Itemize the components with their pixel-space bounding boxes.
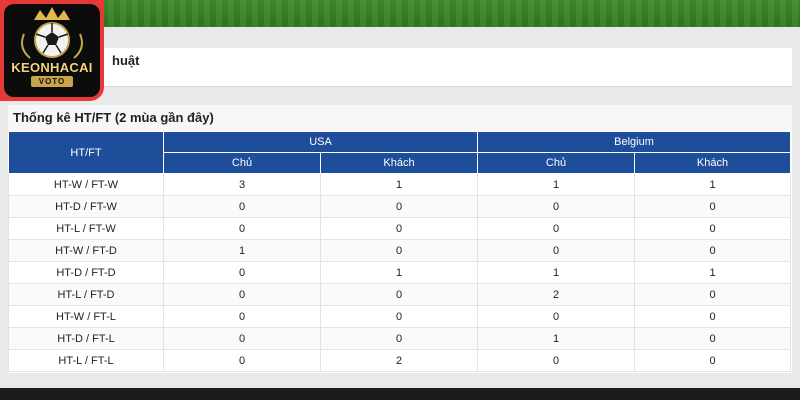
table-cell: 1 <box>477 327 635 350</box>
row-label: HT-W / FT-L <box>8 305 164 328</box>
panel-title: Thống kê HT/FT (2 mùa gần đây) <box>8 105 792 131</box>
table-cell: 0 <box>477 239 635 262</box>
row-label: HT-L / FT-D <box>8 283 164 306</box>
team-header-usa: USA <box>163 131 478 153</box>
row-label: HT-D / FT-D <box>8 261 164 284</box>
table-cell: 2 <box>320 349 478 372</box>
table-cell: 1 <box>634 173 791 196</box>
sub-header-away: Khách <box>320 152 478 174</box>
table-cell: 0 <box>163 327 321 350</box>
table-cell: 0 <box>320 327 478 350</box>
table-cell: 0 <box>163 217 321 240</box>
table-cell: 0 <box>163 283 321 306</box>
table-row: HT-D / FT-W 0 0 0 0 <box>8 195 791 218</box>
table-cell: 1 <box>320 261 478 284</box>
table-cell: 0 <box>634 349 791 372</box>
sub-header-home: Chủ <box>477 152 635 174</box>
table-cell: 2 <box>477 283 635 306</box>
site-logo[interactable]: KEONHACAI VOTO <box>0 0 104 101</box>
section-title: huật <box>112 53 140 68</box>
table-row: HT-W / FT-W 3 1 1 1 <box>8 173 791 196</box>
table-cell: 0 <box>634 327 791 350</box>
table-cell: 0 <box>634 217 791 240</box>
row-label: HT-D / FT-W <box>8 195 164 218</box>
table-cell: 0 <box>320 239 478 262</box>
table-cell: 0 <box>320 195 478 218</box>
logo-badge: KEONHACAI VOTO <box>4 4 100 97</box>
table-cell: 0 <box>634 195 791 218</box>
table-cell: 0 <box>477 195 635 218</box>
table-cell: 0 <box>320 283 478 306</box>
header-grass-banner <box>0 0 800 27</box>
table-cell: 0 <box>477 217 635 240</box>
table-cell: 0 <box>163 305 321 328</box>
table-cell: 1 <box>477 173 635 196</box>
row-label: HT-W / FT-D <box>8 239 164 262</box>
row-label: HT-L / FT-L <box>8 349 164 372</box>
table-cell: 0 <box>634 283 791 306</box>
table-cell: 0 <box>477 349 635 372</box>
row-label: HT-L / FT-W <box>8 217 164 240</box>
logo-wordmark: KEONHACAI <box>11 60 93 75</box>
table-cell: 0 <box>477 305 635 328</box>
htft-stats-table: HT/FT USA Belgium Chủ Khách Chủ Khách HT… <box>8 131 791 372</box>
table-cell: 0 <box>163 195 321 218</box>
table-cell: 0 <box>320 217 478 240</box>
table-cell: 0 <box>634 239 791 262</box>
table-row: HT-L / FT-W 0 0 0 0 <box>8 217 791 240</box>
table-cell: 0 <box>320 305 478 328</box>
table-row: HT-W / FT-L 0 0 0 0 <box>8 305 791 328</box>
row-label: HT-W / FT-W <box>8 173 164 196</box>
table-row: HT-D / FT-D 0 1 1 1 <box>8 261 791 284</box>
table-cell: 1 <box>320 173 478 196</box>
table-row: HT-W / FT-D 1 0 0 0 <box>8 239 791 262</box>
table-cell: 3 <box>163 173 321 196</box>
htft-stats-panel: Thống kê HT/FT (2 mùa gần đây) HT/FT USA… <box>8 105 792 373</box>
table-row: HT-D / FT-L 0 0 1 0 <box>8 327 791 350</box>
sub-header-home: Chủ <box>163 152 321 174</box>
table-cell: 0 <box>163 349 321 372</box>
footer-bar <box>0 388 800 400</box>
team-header-belgium: Belgium <box>477 131 791 153</box>
table-cell: 1 <box>163 239 321 262</box>
section-header: huật <box>8 48 792 87</box>
row-label: HT-D / FT-L <box>8 327 164 350</box>
table-cell: 0 <box>634 305 791 328</box>
table-body: HT-W / FT-W 3 1 1 1 HT-D / FT-W 0 0 0 0 HT-L / FT-… <box>8 173 791 372</box>
column-header-htft: HT/FT <box>8 131 164 174</box>
sub-header-away: Khách <box>634 152 791 174</box>
table-row: HT-L / FT-L 0 2 0 0 <box>8 349 791 372</box>
table-cell: 0 <box>163 261 321 284</box>
soccer-ball-crown-icon <box>21 7 83 59</box>
table-row: HT-L / FT-D 0 0 2 0 <box>8 283 791 306</box>
table-cell: 1 <box>634 261 791 284</box>
logo-subtitle: VOTO <box>31 76 73 87</box>
table-cell: 1 <box>477 261 635 284</box>
